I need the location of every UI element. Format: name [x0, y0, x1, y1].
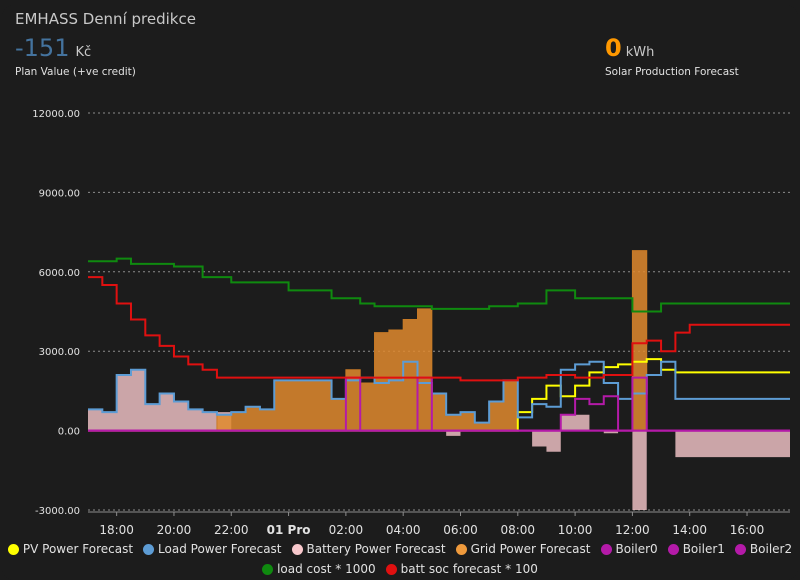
- series-batt-soc-forecast-100[interactable]: [88, 276, 790, 382]
- x-tick-label: 02:00: [329, 523, 364, 537]
- y-axis: 12000.00 9000.00 6000.00 3000.00 0.00 -3000.0…: [32, 109, 80, 517]
- legend-label: Grid Power Forecast: [470, 542, 591, 556]
- legend-item[interactable]: Battery Power Forecast: [291, 542, 446, 556]
- x-tick-label: 16:00: [730, 523, 765, 537]
- legend-swatch: [143, 543, 155, 555]
- legend-swatch: [455, 543, 467, 555]
- x-tick-label: 08:00: [500, 523, 535, 537]
- legend-row: load cost * 1000 batt soc forecast * 100: [0, 559, 800, 579]
- x-tick-label: 22:00: [214, 523, 249, 537]
- x-tick-label: 12:00: [615, 523, 650, 537]
- x-tick-label: 18:00: [99, 523, 134, 537]
- legend-item[interactable]: Boiler2: [734, 542, 793, 556]
- legend-label: Boiler1: [682, 542, 725, 556]
- legend-item[interactable]: Load Power Forecast: [143, 542, 282, 556]
- legend-label: Boiler2: [749, 542, 793, 556]
- plan-caption: Plan Value (+ve credit): [15, 66, 136, 78]
- x-tick-label: 01 Pro: [267, 523, 311, 537]
- legend-swatch: [667, 543, 679, 555]
- y-tick-label: 0.00: [58, 427, 80, 438]
- legend-item[interactable]: batt soc forecast * 100: [385, 562, 538, 576]
- card-title: EMHASS Denní predikce: [15, 10, 196, 28]
- series-battery-power-forecast[interactable]: [88, 369, 790, 510]
- x-tick-label: 20:00: [157, 523, 192, 537]
- legend-swatch: [262, 563, 274, 575]
- legend-swatch: [734, 543, 746, 555]
- legend-label: load cost * 1000: [277, 562, 376, 576]
- solar-production-stat[interactable]: 0 kWh Solar Production Forecast: [605, 34, 785, 78]
- series-load-power-forecast[interactable]: [88, 360, 790, 424]
- x-axis: 18:00 20:00 22:00 01 Pro 02:00 04:00 06:00 08:0…: [88, 511, 790, 537]
- x-tick-label: 14:00: [672, 523, 707, 537]
- legend-item[interactable]: Grid Power Forecast: [455, 542, 591, 556]
- x-tick-label: 10:00: [558, 523, 593, 537]
- legend-label: Boiler0: [615, 542, 658, 556]
- series-pv-power-forecast[interactable]: [88, 358, 790, 432]
- x-tick-label: 04:00: [386, 523, 421, 537]
- solar-caption: Solar Production Forecast: [605, 66, 739, 78]
- emhass-card: [2, 5, 798, 580]
- power-forecast-chart[interactable]: 12000.00 9000.00 6000.00 3000.00 0.00 -3000.0…: [0, 0, 800, 540]
- y-tick-label: 12000.00: [32, 109, 80, 120]
- y-tick-label: -3000.00: [35, 506, 80, 517]
- x-tick-label: 06:00: [443, 523, 478, 537]
- y-tick-label: 6000.00: [39, 268, 80, 279]
- legend-item[interactable]: Boiler1: [667, 542, 725, 556]
- bar-series-layer: [88, 250, 790, 510]
- plan-unit: Kč: [75, 45, 92, 60]
- y-tick-label: 3000.00: [39, 347, 80, 358]
- legend-swatch: [600, 543, 612, 555]
- legend-label: Battery Power Forecast: [306, 542, 446, 556]
- series-boiler0[interactable]: [88, 376, 790, 432]
- legend-item[interactable]: PV Power Forecast: [7, 542, 134, 556]
- legend-label: PV Power Forecast: [22, 542, 134, 556]
- chart-legend: PV Power Forecast Load Power Forecast Batt…: [0, 539, 800, 579]
- solar-value: 0: [605, 34, 622, 62]
- plan-value: -151: [15, 34, 70, 62]
- series-load-cost-1000[interactable]: [88, 257, 790, 313]
- legend-swatch: [385, 563, 397, 575]
- series-grid-power-forecast[interactable]: [88, 250, 790, 432]
- legend-item[interactable]: load cost * 1000: [262, 562, 376, 576]
- plan-value-stat[interactable]: -151 Kč Plan Value (+ve credit): [15, 34, 136, 78]
- legend-row: PV Power Forecast Load Power Forecast Batt…: [0, 539, 800, 559]
- line-series-layer: [88, 257, 790, 432]
- legend-label: Load Power Forecast: [158, 542, 282, 556]
- solar-unit: kWh: [625, 45, 655, 60]
- legend-label: batt soc forecast * 100: [400, 562, 538, 576]
- legend-swatch: [291, 543, 303, 555]
- legend-item[interactable]: Boiler0: [600, 542, 658, 556]
- legend-swatch: [7, 543, 19, 555]
- y-tick-label: 9000.00: [39, 188, 80, 199]
